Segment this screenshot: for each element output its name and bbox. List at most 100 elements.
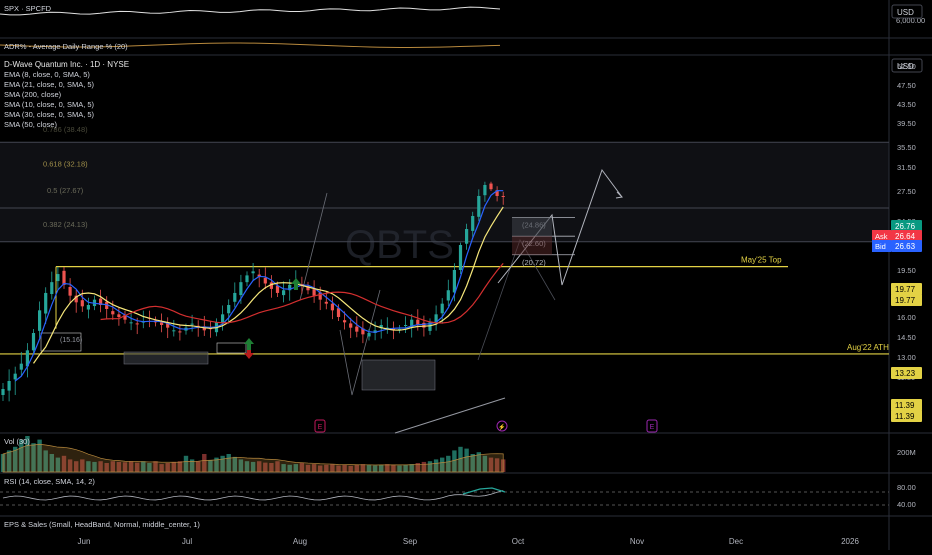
volume-bar xyxy=(92,461,97,472)
y-tick-label: 35.50 xyxy=(897,143,916,152)
level-b-label: 19.77 xyxy=(895,296,916,305)
indicator-sma30[interactable]: SMA (30, close, 0, SMA, 5) xyxy=(4,110,95,119)
candle-body xyxy=(361,328,365,335)
volume-bar xyxy=(232,456,237,472)
candle-body xyxy=(19,363,23,370)
indicator-ema21[interactable]: EMA (21, close, 0, SMA, 5) xyxy=(4,80,95,89)
volume-bar xyxy=(165,463,170,472)
volume-bar xyxy=(305,464,311,472)
y-tick-label: 43.50 xyxy=(897,100,916,109)
fib-label-0786: 0.786 (38.48) xyxy=(43,125,88,134)
candle-body xyxy=(489,183,493,190)
candle-body xyxy=(257,274,261,277)
y-tick-label: 39.50 xyxy=(897,119,916,128)
mid-box xyxy=(216,342,247,354)
candle-body xyxy=(172,330,176,332)
volume-bar xyxy=(226,454,231,472)
candle-body xyxy=(239,282,243,296)
sell-arrow-1 xyxy=(244,353,254,359)
earn-marker-2 xyxy=(646,419,658,433)
level-e-label-bg xyxy=(891,410,922,422)
level-d-label: 11.39 xyxy=(895,401,915,410)
y-tick-label: 19.50 xyxy=(897,266,916,275)
volume-bar xyxy=(238,459,244,472)
volume-bar xyxy=(189,459,195,472)
vol-legend[interactable]: Vol (30) xyxy=(4,437,30,447)
indicator-ema8[interactable]: EMA (8, close, 0, SMA, 5) xyxy=(4,70,90,79)
eps-legend[interactable]: EPS & Sales (Small, HeadBand, Normal, mi… xyxy=(4,520,200,530)
volume-bar xyxy=(421,461,427,472)
volume-bar xyxy=(476,452,481,472)
rsi-legend[interactable]: RSI (14, close, SMA, 14, 2) xyxy=(4,477,95,487)
volume-bar xyxy=(275,461,280,472)
bid-tag-bg xyxy=(872,240,891,252)
volume-bar xyxy=(19,439,24,472)
candle-body xyxy=(269,282,273,289)
volume-bar xyxy=(385,464,390,472)
volume-bar xyxy=(409,464,414,472)
volume-bar xyxy=(202,454,207,472)
volume-bar xyxy=(269,463,274,472)
volume-bar xyxy=(43,450,48,472)
candle-body xyxy=(275,285,280,293)
candle-body xyxy=(160,322,164,325)
volume-bar xyxy=(446,455,451,472)
level-c-label: 13.23 xyxy=(895,369,916,378)
candle-body xyxy=(379,325,383,329)
candle-body xyxy=(86,305,90,310)
volume-bar xyxy=(397,465,402,472)
x-tick-label: Aug xyxy=(293,537,307,546)
volume-bar xyxy=(61,455,67,472)
candle-body xyxy=(251,271,255,274)
volume-bar xyxy=(311,464,317,472)
earn-marker-2-label: E xyxy=(650,424,655,431)
spx-legend[interactable]: SPX · SPCFD xyxy=(4,4,51,14)
indicator-sma10[interactable]: SMA (10, close, 0, SMA, 5) xyxy=(4,100,95,109)
indicator-sma200[interactable]: SMA (200, close) xyxy=(4,90,62,99)
level-d-label-bg xyxy=(891,399,922,411)
x-tick-label: Sep xyxy=(403,537,418,546)
volume-bar xyxy=(330,464,335,472)
candle-body xyxy=(99,298,103,305)
spx-currency-box xyxy=(891,4,923,19)
fib-label-0618: 0.618 (32.18) xyxy=(43,160,88,169)
candle-body xyxy=(318,292,322,300)
volume-bar xyxy=(110,461,115,472)
adr-legend[interactable]: ADR% - Average Daily Range % (20) xyxy=(4,42,128,52)
volume-bar xyxy=(183,455,189,472)
proj-line-1 xyxy=(299,192,328,301)
volume-bar xyxy=(464,448,469,472)
x-tick-label: Jun xyxy=(78,537,91,546)
volume-bar xyxy=(128,461,134,472)
candle-body xyxy=(117,314,121,317)
consolidation-box xyxy=(123,351,209,365)
rsi-label: RSI (14, close, SMA, 14, 2) xyxy=(4,477,95,486)
left-box xyxy=(40,332,82,352)
spx-tick: 6,000.00 xyxy=(896,16,925,25)
volume-bar xyxy=(299,463,305,472)
adr-line xyxy=(0,42,501,48)
candle-body xyxy=(428,322,432,331)
volume-bar xyxy=(177,461,183,472)
candle-body xyxy=(422,322,426,328)
symbol-title: D-Wave Quantum Inc. · 1D · NYSE xyxy=(4,60,130,69)
ask-price-label: 26.64 xyxy=(895,232,916,241)
candle-body xyxy=(56,274,60,282)
candle-body xyxy=(25,350,29,367)
sma50-line xyxy=(100,263,504,324)
indicator-sma50[interactable]: SMA (50, close) xyxy=(4,120,57,129)
volume-bar xyxy=(171,461,176,472)
ema21-line xyxy=(33,206,504,364)
volume-bar xyxy=(98,461,103,472)
candle-body xyxy=(227,305,231,314)
main-currency-box xyxy=(891,58,923,73)
candle-body xyxy=(166,322,170,328)
volume-bar xyxy=(196,461,201,472)
main-legend[interactable]: D-Wave Quantum Inc. · 1D · NYSE EMA (8, … xyxy=(4,60,129,130)
volume-bar xyxy=(25,436,30,472)
volume-bar xyxy=(318,465,323,472)
bid-price-label-bg xyxy=(891,240,922,252)
candle-body xyxy=(483,185,487,196)
